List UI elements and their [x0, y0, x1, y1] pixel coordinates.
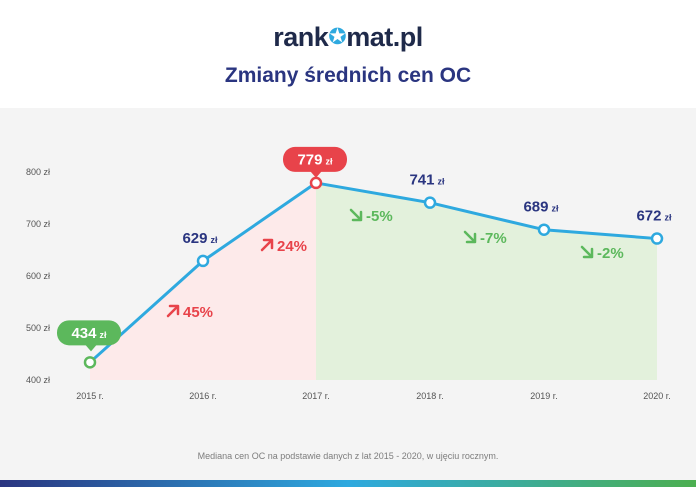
value-label-unit-4: zł — [552, 204, 560, 214]
footnote: Mediana cen OC na podstawie danych z lat… — [197, 451, 499, 461]
data-point-0 — [83, 356, 97, 369]
x-tick-label-2: 2017 r. — [302, 391, 330, 401]
brand-logo: rank✪mat.pl — [0, 22, 696, 53]
y-tick-label-600: 600 zł — [26, 271, 50, 281]
y-tick-label-700: 700 zł — [26, 219, 50, 229]
value-badge-0 — [57, 320, 121, 346]
value-label-unit-5: zł — [665, 213, 673, 223]
data-point-5 — [650, 232, 664, 245]
value-badge-pointer-0 — [85, 344, 97, 352]
value-label-0: 434 zł — [71, 325, 107, 342]
value-label-unit-0: zł — [100, 330, 108, 340]
value-label-3: 741 zł — [409, 172, 445, 189]
x-tick-label-0: 2015 r. — [76, 391, 104, 401]
x-tick-label-3: 2018 r. — [416, 391, 444, 401]
change-label-4: -2% — [597, 245, 624, 262]
value-badge-pointer-2 — [310, 170, 322, 178]
y-tick-label-400: 400 zł — [26, 375, 50, 385]
x-tick-label-5: 2020 r. — [643, 391, 671, 401]
change-label-0: 45% — [183, 304, 213, 321]
change-arrow-down-head-4 — [582, 247, 594, 259]
header: rank✪mat.pl Zmiany średnich cen OC — [0, 0, 696, 108]
shaded-region-increase-0 — [90, 182, 316, 380]
bottom-gradient-bar — [0, 480, 696, 487]
value-label-unit-2: zł — [326, 156, 334, 166]
change-label-1: 24% — [277, 238, 307, 255]
value-label-unit-3: zł — [438, 177, 446, 187]
change-arrow-up-icon-1 — [260, 239, 273, 252]
value-label-number-2: 779 — [297, 151, 322, 168]
x-tick-label-1: 2016 r. — [189, 391, 217, 401]
y-tick-label-800: 800 zł — [26, 167, 50, 177]
brand-name-part2: mat.pl — [346, 22, 423, 52]
x-tick-label-4: 2019 r. — [530, 391, 558, 401]
y-tick-label-500: 500 zł — [26, 323, 50, 333]
value-label-number-4: 689 — [523, 199, 548, 216]
change-arrow-up-head-1 — [262, 238, 274, 250]
data-point-3 — [423, 196, 437, 209]
value-label-2: 779 zł — [297, 151, 333, 168]
change-arrow-up-head-0 — [168, 304, 180, 316]
value-label-number-1: 629 — [182, 230, 207, 247]
chart-panel: 400 zł 500 zł 600 zł 700 zł 800 zł 2015 r. 201… — [0, 108, 696, 480]
change-arrow-down-head-3 — [465, 232, 477, 244]
change-arrow-down-icon-4 — [580, 245, 593, 258]
value-label-number-0: 434 — [71, 325, 97, 342]
line-chart: 400 zł 500 zł 600 zł 700 zł 800 zł 2015 r. 201… — [26, 146, 672, 401]
series-line — [88, 181, 658, 364]
data-point-1 — [196, 254, 210, 268]
change-arrow-down-head-2 — [351, 210, 363, 222]
data-point-4 — [537, 223, 551, 236]
change-label-3: -7% — [480, 230, 507, 247]
value-label-unit-1: zł — [211, 235, 219, 245]
change-arrow-down-icon-2 — [349, 208, 362, 221]
value-label-number-3: 741 — [409, 172, 434, 189]
value-label-1: 629 zł — [182, 230, 218, 247]
value-label-5: 672 zł — [636, 208, 672, 225]
data-point-2 — [309, 176, 323, 190]
change-label-2: -5% — [366, 208, 393, 225]
chart-title: Zmiany średnich cen OC — [224, 64, 472, 87]
change-arrow-up-icon-0 — [166, 305, 179, 318]
value-badge-2 — [283, 146, 347, 172]
value-label-4: 689 zł — [523, 199, 559, 216]
change-arrow-down-icon-3 — [463, 230, 476, 243]
value-label-number-5: 672 — [636, 208, 661, 225]
brand-name-part1: rank — [273, 22, 329, 52]
star-icon: ✪ — [328, 24, 347, 49]
